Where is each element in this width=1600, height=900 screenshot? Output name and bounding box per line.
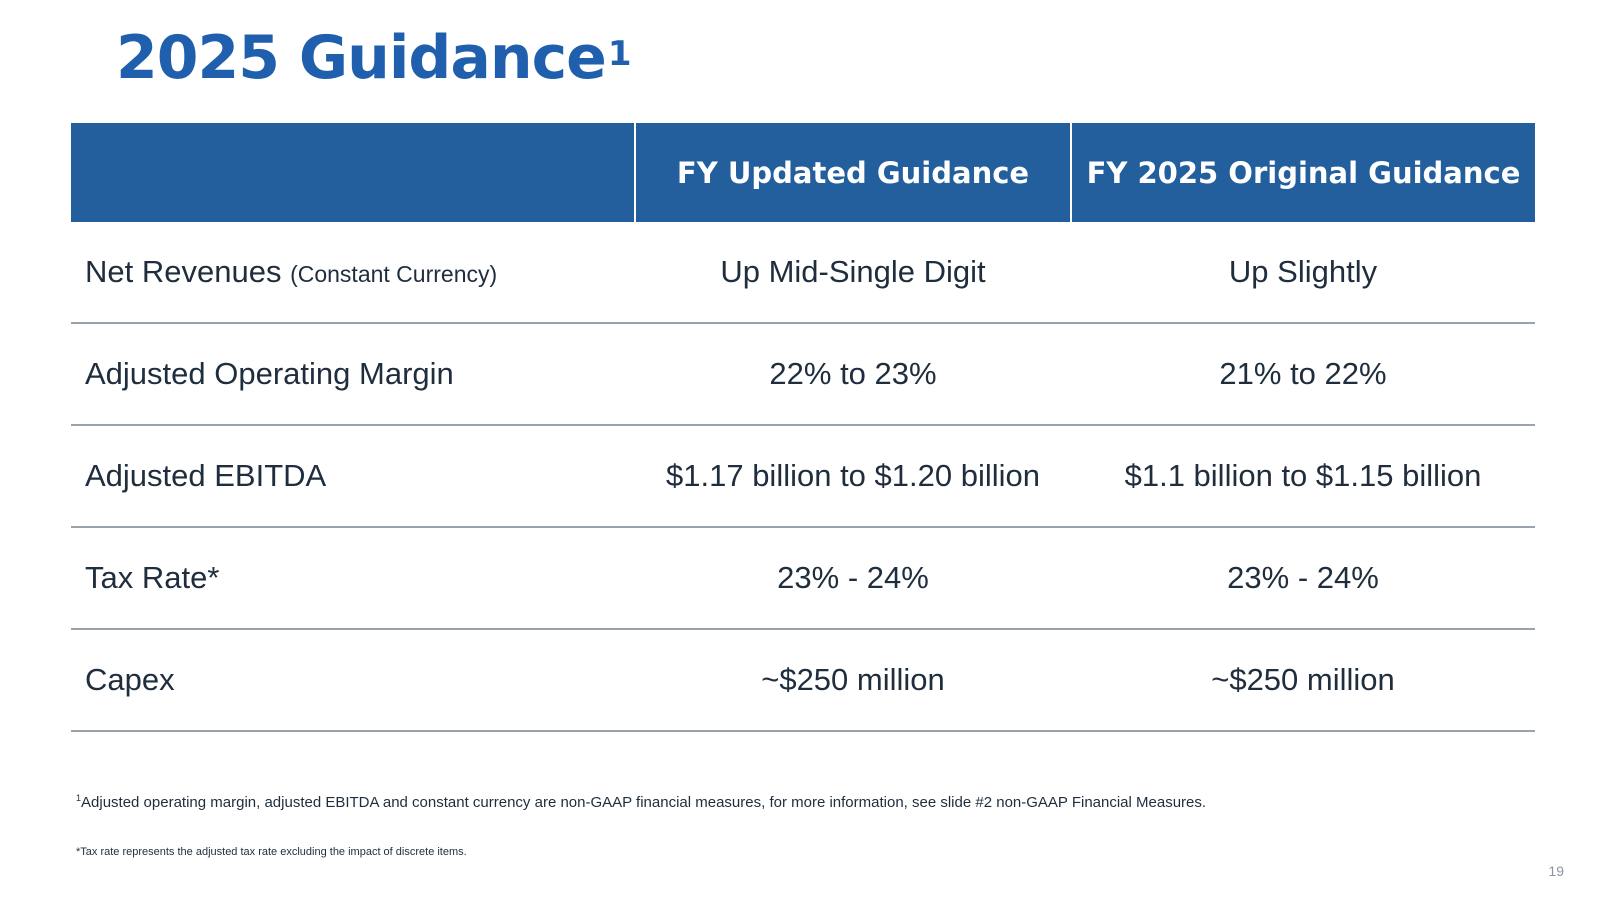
updated-value: Up Mid-Single Digit (635, 222, 1071, 324)
updated-value: ~$250 million (635, 629, 1071, 732)
table-row: Net Revenues (Constant Currency) Up Mid-… (71, 222, 1535, 324)
original-value: 23% - 24% (1071, 527, 1535, 630)
original-value: 21% to 22% (1071, 323, 1535, 426)
table-row: Capex ~$250 million ~$250 million (71, 629, 1535, 732)
metric-label: Tax Rate* (71, 527, 635, 630)
metric-label: Capex (71, 629, 635, 732)
footnote-text: Adjusted operating margin, adjusted EBIT… (81, 794, 1207, 811)
footnote-non-gaap: 1Adjusted operating margin, adjusted EBI… (76, 793, 1206, 811)
page-number: 19 (1548, 863, 1564, 879)
table-row: Adjusted EBITDA $1.17 billion to $1.20 b… (71, 425, 1535, 528)
original-value: Up Slightly (1071, 222, 1535, 324)
original-value: $1.1 billion to $1.15 billion (1071, 425, 1535, 528)
table-row: Tax Rate* 23% - 24% 23% - 24% (71, 527, 1535, 630)
guidance-table: FY Updated Guidance FY 2025 Original Gui… (71, 123, 1535, 732)
header-updated-guidance: FY Updated Guidance (634, 123, 1071, 222)
metric-cell: Net Revenues (Constant Currency) (71, 222, 635, 324)
table-row: Adjusted Operating Margin 22% to 23% 21%… (71, 323, 1535, 426)
metric-label: Adjusted Operating Margin (71, 323, 635, 426)
title-footnote-marker: 1 (607, 34, 632, 74)
updated-value: 22% to 23% (635, 323, 1071, 426)
title-text: 2025 Guidance (116, 23, 607, 93)
header-original-guidance: FY 2025 Original Guidance (1070, 123, 1535, 222)
updated-value: 23% - 24% (635, 527, 1071, 630)
footnote-tax-rate: *Tax rate represents the adjusted tax ra… (76, 846, 467, 858)
original-value: ~$250 million (1071, 629, 1535, 732)
metric-label: Net Revenues (85, 254, 282, 289)
header-metric (71, 123, 635, 222)
page-title: 2025 Guidance1 (116, 22, 631, 94)
footnote-marker: 1 (76, 793, 82, 803)
table-header-row: FY Updated Guidance FY 2025 Original Gui… (71, 123, 1535, 222)
updated-value: $1.17 billion to $1.20 billion (635, 425, 1071, 528)
metric-note: (Constant Currency) (290, 261, 498, 287)
metric-label: Adjusted EBITDA (71, 425, 635, 528)
